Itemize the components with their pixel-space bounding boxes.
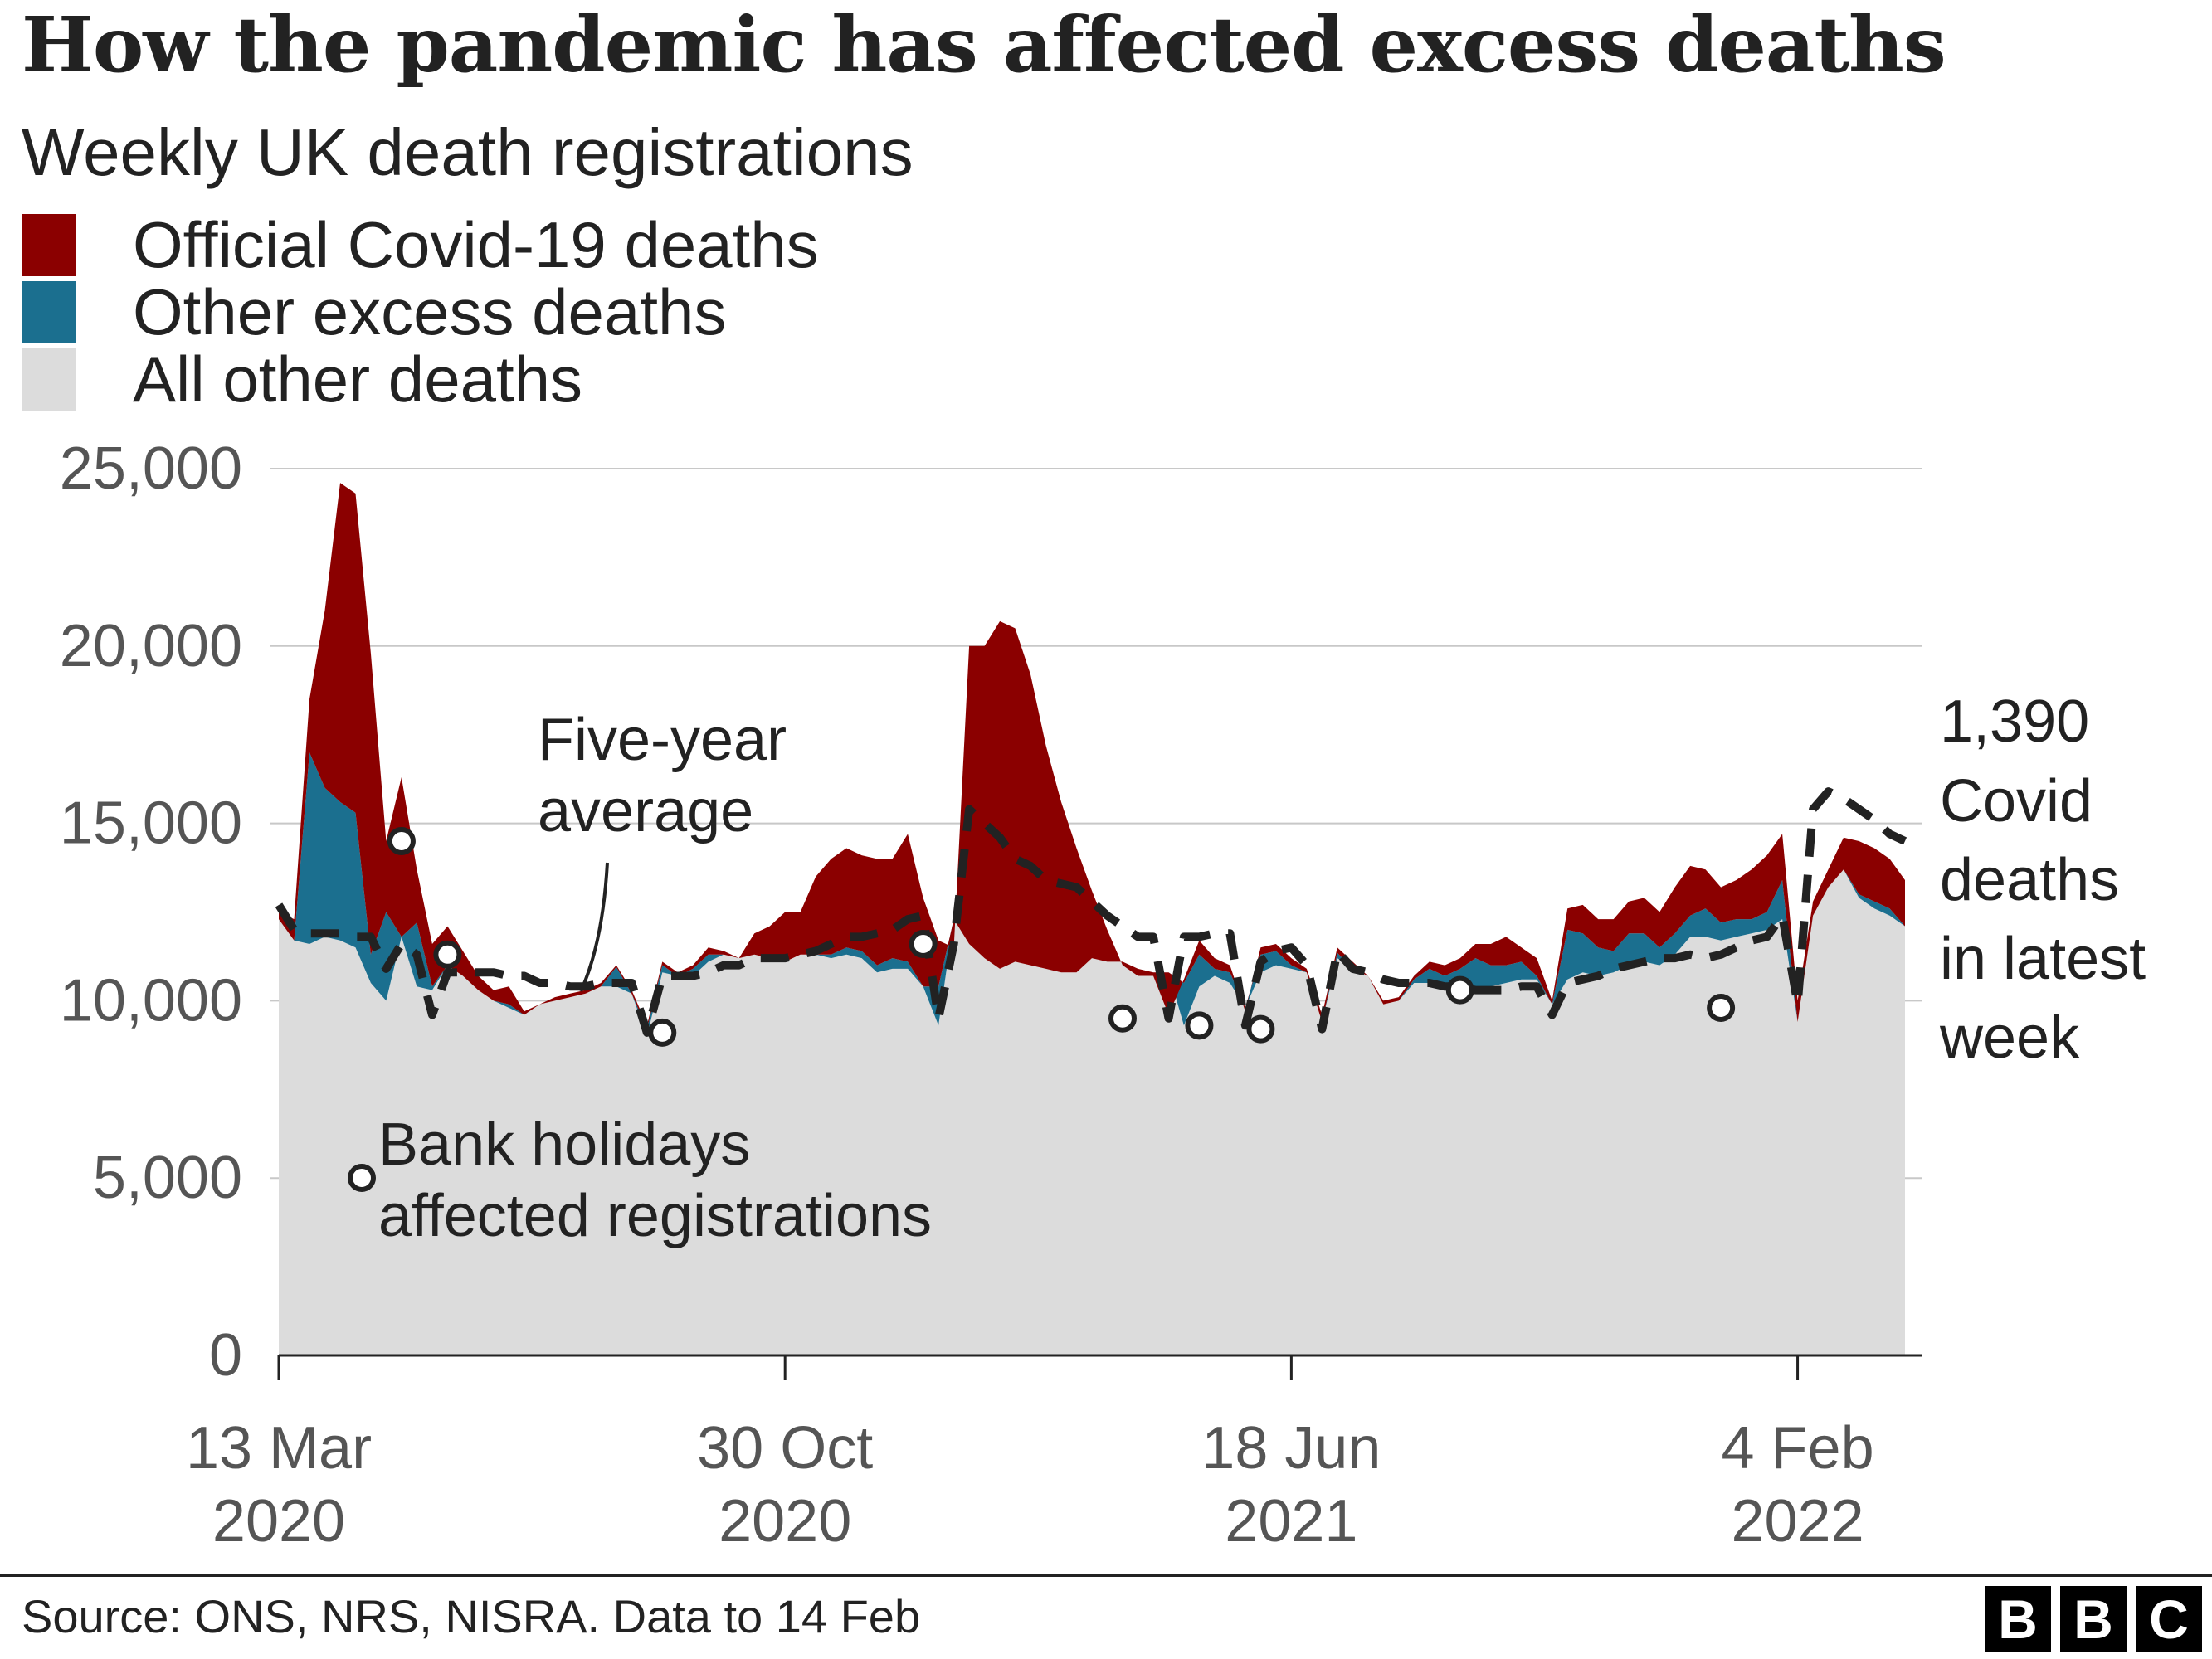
bank-holiday-marker-0 xyxy=(387,826,416,855)
annotation-latest-line-3: deaths xyxy=(1940,847,2119,913)
annotation-latest-line-5: week xyxy=(1939,1005,2080,1071)
annotation-average-leader xyxy=(579,862,609,992)
bank-holiday-legend-marker xyxy=(348,1164,376,1192)
legend-swatch-covid xyxy=(22,214,76,276)
x-tick-label-2-line-2: 2021 xyxy=(1225,1488,1357,1554)
x-tick-label-2-line-1: 18 Jun xyxy=(1201,1415,1381,1481)
chart-title: How the pandemic has affected excess dea… xyxy=(22,0,1946,90)
legend-label-covid: Official Covid-19 deaths xyxy=(133,208,819,281)
bank-holiday-marker-1 xyxy=(433,940,462,969)
y-tick-label-25000: 25,000 xyxy=(60,435,242,502)
annotation-latest-line-4: in latest xyxy=(1940,926,2146,992)
x-tick-label-0-line-2: 2020 xyxy=(212,1488,345,1554)
annotation-latest-line-1: 1,390 xyxy=(1940,688,2089,755)
annotation-average-line-2: average xyxy=(538,778,753,844)
x-tick-label-3-line-2: 2022 xyxy=(1731,1488,1864,1554)
legend-swatch-other-excess xyxy=(22,281,76,343)
bank-holiday-marker-6 xyxy=(1246,1014,1275,1044)
bbc-logo-letter-1: B xyxy=(1985,1586,2051,1652)
bbc-logo-letter-3: C xyxy=(2136,1586,2202,1652)
y-tick-label-0: 0 xyxy=(209,1322,242,1389)
y-tick-label-20000: 20,000 xyxy=(60,613,242,679)
x-tick-label-1-line-2: 2020 xyxy=(719,1488,851,1554)
excess-deaths-chart: 0 5,000 10,000 15,000 20,000 25,000 13 Mar 2020… xyxy=(60,435,2146,1554)
bank-holiday-marker-7 xyxy=(1445,975,1474,1005)
annotation-latest-line-2: Covid xyxy=(1940,768,2093,834)
bank-holiday-marker-2 xyxy=(648,1018,677,1047)
area-other-excess-deaths xyxy=(279,752,1905,1037)
bbc-logo: B B C xyxy=(1985,1586,2202,1652)
bbc-logo-letter-2: B xyxy=(2060,1586,2127,1652)
bank-holiday-marker-4 xyxy=(1108,1004,1137,1033)
x-tick-label-3-line-1: 4 Feb xyxy=(1722,1415,1874,1481)
annotation-bank-holidays-line-2: affected registrations xyxy=(378,1183,932,1249)
x-tick-label-1-line-1: 30 Oct xyxy=(697,1415,873,1481)
footer-divider xyxy=(0,1574,2212,1577)
bank-holiday-marker-8 xyxy=(1707,993,1736,1022)
five-year-average-line xyxy=(275,787,1907,1037)
area-covid-deaths xyxy=(279,483,1905,1029)
source-note: Source: ONS, NRS, NISRA. Data to 14 Feb xyxy=(22,1590,921,1642)
legend-label-all-other: All other deaths xyxy=(133,343,583,416)
x-tick-label-0-line-1: 13 Mar xyxy=(186,1415,372,1481)
y-tick-label-10000: 10,000 xyxy=(60,967,242,1034)
legend-swatch-all-other xyxy=(22,348,76,411)
bank-holiday-marker-3 xyxy=(909,929,938,958)
chart-subtitle: Weekly UK death registrations xyxy=(22,115,914,189)
bank-holiday-marker-5 xyxy=(1185,1011,1214,1040)
legend-label-other-excess: Other excess deaths xyxy=(133,275,727,348)
y-tick-label-15000: 15,000 xyxy=(60,791,242,857)
annotation-average-line-1: Five-year xyxy=(538,707,787,773)
y-tick-label-5000: 5,000 xyxy=(93,1145,242,1211)
annotation-bank-holidays-line-1: Bank holidays xyxy=(378,1112,750,1178)
